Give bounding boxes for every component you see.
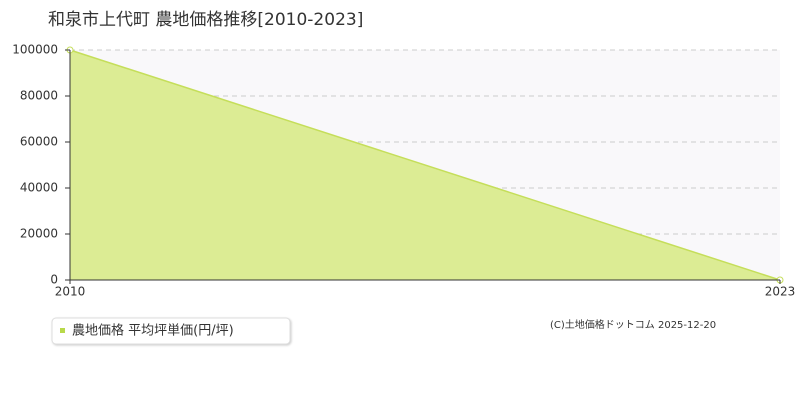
x-tick-label: 2023 bbox=[765, 285, 796, 299]
legend-marker bbox=[60, 328, 65, 333]
line bbox=[69, 49, 781, 281]
y-tick-label: 0 bbox=[50, 273, 58, 287]
legend-label: 農地価格 平均坪単価(円/坪) bbox=[72, 323, 234, 339]
y-tick-label: 100000 bbox=[12, 43, 58, 57]
y-tick-label: 60000 bbox=[20, 135, 58, 149]
y-tick-label: 20000 bbox=[20, 227, 58, 241]
chart-title: 和泉市上代町 農地価格推移[2010-2023] bbox=[48, 10, 363, 30]
legend-box bbox=[51, 317, 291, 345]
credit: (C)土地価格ドットコム 2025-12-20 bbox=[550, 318, 716, 331]
x-tick-label: 2010 bbox=[55, 285, 86, 299]
y-tick-label: 80000 bbox=[20, 89, 58, 103]
y-tick-label: 40000 bbox=[20, 181, 58, 195]
